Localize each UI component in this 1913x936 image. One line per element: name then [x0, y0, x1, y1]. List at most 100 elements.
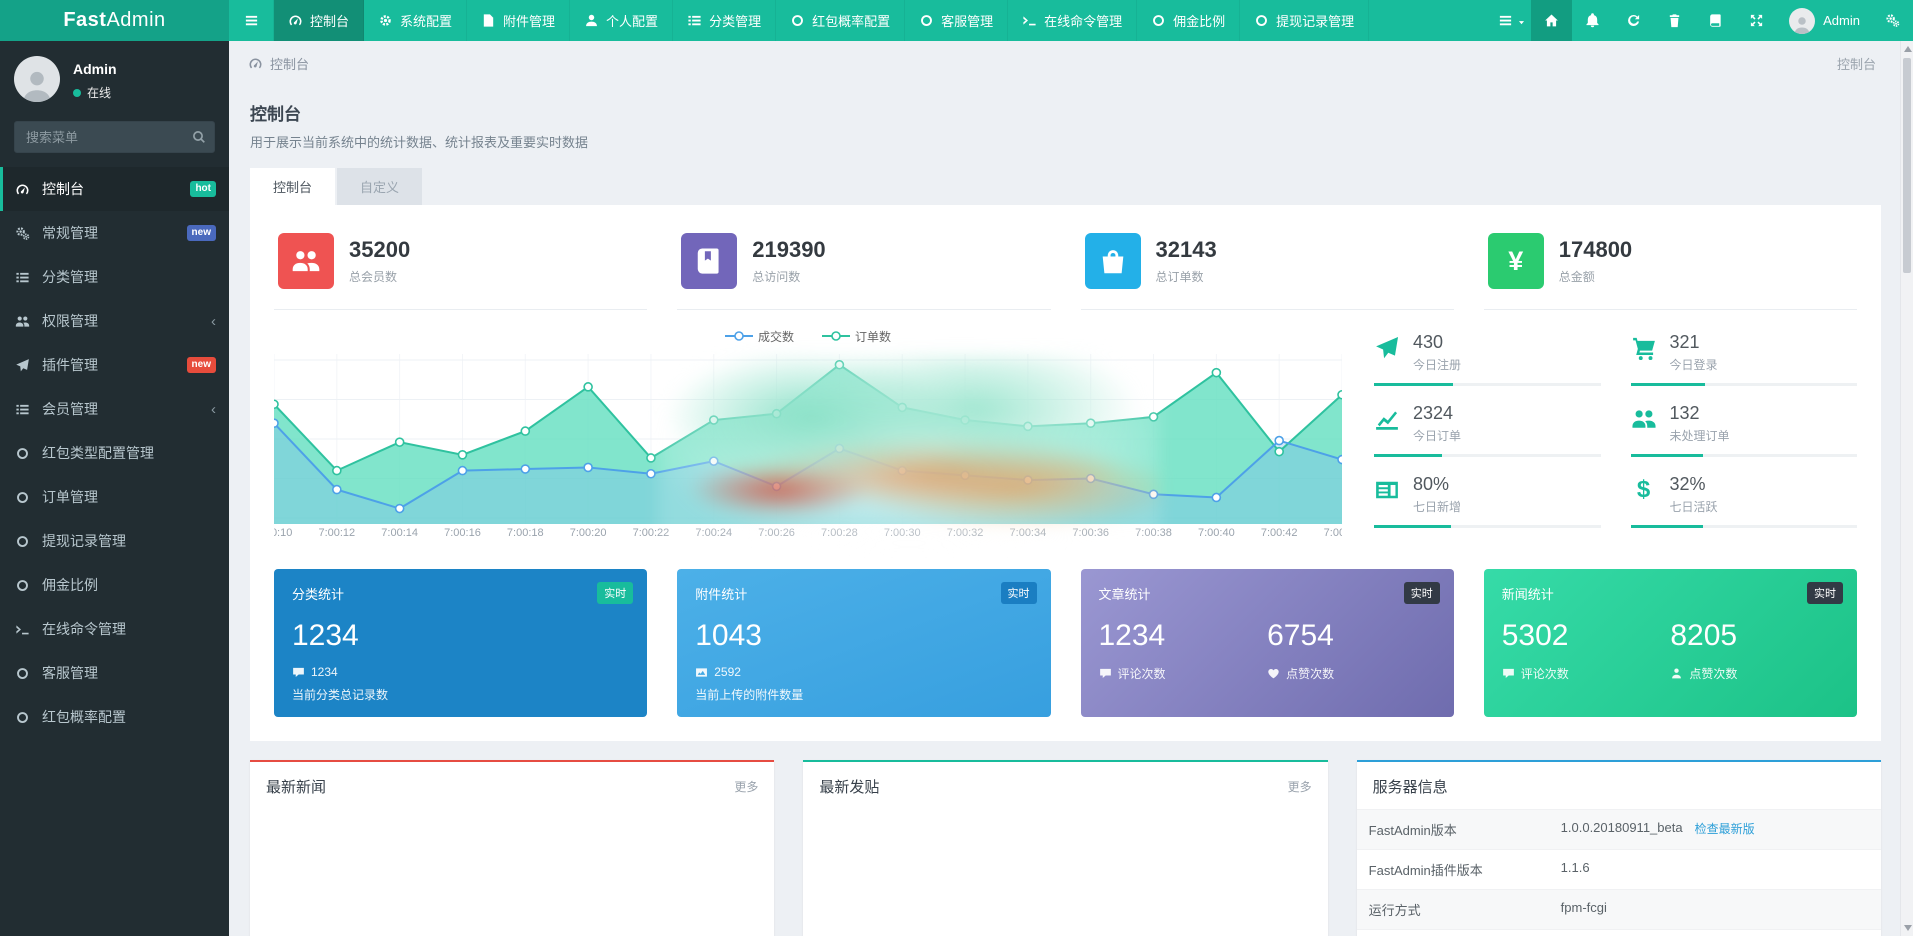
- vertical-scrollbar[interactable]: [1900, 41, 1913, 936]
- tab-custom[interactable]: 自定义: [337, 168, 423, 205]
- quick-stat-unprocessed: 132 未处理订单: [1630, 403, 1857, 457]
- nav-tab-withdrawal-records[interactable]: 提现记录管理: [1240, 0, 1370, 41]
- notifications-button[interactable]: [1572, 0, 1613, 41]
- caret-down-icon: [1517, 18, 1526, 27]
- nav-tab-attachments[interactable]: 附件管理: [467, 0, 571, 41]
- card-value: 6754: [1267, 619, 1334, 652]
- fullscreen-button[interactable]: [1736, 0, 1777, 41]
- stat-label: 总订单数: [1155, 270, 1204, 284]
- sidebar-item-redpacket-probability[interactable]: 红包概率配置: [0, 695, 229, 739]
- sidebar-item-label: 会员管理: [42, 401, 98, 417]
- heart-icon: [1267, 667, 1280, 680]
- sidebar-item-redpacket-type[interactable]: 红包类型配置管理: [0, 431, 229, 475]
- realtime-badge: 实时: [1000, 582, 1037, 604]
- quick-stats-panel: 430 今日注册 321 今日登录 2324 今日订单: [1374, 326, 1857, 543]
- scroll-down-arrow[interactable]: [1904, 925, 1912, 931]
- circle-icon: [15, 666, 42, 681]
- x-axis-label: 7:00:28: [821, 527, 858, 539]
- quick-stat-value: 132: [1669, 403, 1700, 423]
- check-latest-link[interactable]: 检查最新版: [1694, 822, 1755, 836]
- page-title: 控制台: [250, 105, 301, 124]
- card-description: 当前上传的附件数量: [695, 688, 804, 702]
- settings-button[interactable]: [1872, 0, 1913, 41]
- sidebar-item-commission[interactable]: 佣金比例: [0, 563, 229, 607]
- sidebar-item-label: 红包类型配置管理: [42, 445, 154, 461]
- breadcrumb-current[interactable]: 控制台: [270, 57, 310, 72]
- row-value: 1.0.0.20180911_beta: [1560, 820, 1683, 835]
- sidebar-item-orders[interactable]: 订单管理: [0, 475, 229, 519]
- legend-item-deals[interactable]: 成交数: [724, 328, 794, 345]
- sidebar-item-members[interactable]: 会员管理 ‹: [0, 387, 229, 431]
- online-status-dot: [73, 88, 81, 97]
- search-input[interactable]: [14, 121, 215, 153]
- navbar-utilities: Admin: [1479, 0, 1913, 41]
- main-area: 控制台 控制台 控制台 用于展示当前系统中的统计数据、统计报表及重要实时数据 控…: [229, 0, 1913, 936]
- search-icon[interactable]: [191, 129, 207, 145]
- sidebar-item-plugins[interactable]: 插件管理 new: [0, 343, 229, 387]
- news-icon: [1374, 477, 1400, 503]
- dashboard-panel: 35200 总会员数 219390 总访问数 32143 总订单数 ¥ 174800 总…: [250, 205, 1881, 741]
- user-status-label: 在线: [87, 86, 112, 100]
- user-menu[interactable]: Admin: [1777, 7, 1872, 34]
- tabs-menu-button[interactable]: [1479, 0, 1531, 41]
- quick-stat-value: 321: [1669, 332, 1700, 352]
- nav-tab-online-commands[interactable]: 在线命令管理: [1008, 0, 1138, 41]
- sidebar-toggle-button[interactable]: [229, 0, 274, 41]
- nav-tab-redpacket-probability[interactable]: 红包概率配置: [776, 0, 906, 41]
- sidebar-item-customer-service[interactable]: 客服管理: [0, 651, 229, 695]
- card-category-stats: 分类统计 实时 1234 1234 当前分类总记录数: [274, 569, 648, 717]
- more-link[interactable]: 更多: [734, 780, 759, 794]
- nav-tab-dashboard[interactable]: 控制台: [274, 0, 365, 41]
- x-axis-labels: 7:00:10 7:00:12 7:00:14 7:00:16 7:00:18 7:00:…: [274, 527, 1342, 543]
- new-badge: new: [186, 225, 216, 241]
- nav-tab-profile[interactable]: 个人配置: [570, 0, 674, 41]
- home-button[interactable]: [1531, 0, 1573, 41]
- nav-tab-label: 提现记录管理: [1276, 14, 1355, 29]
- dashboard-icon: [288, 13, 303, 28]
- sidebar-item-categories[interactable]: 分类管理: [0, 255, 229, 299]
- refresh-icon: [1626, 13, 1641, 28]
- circle-icon: [15, 534, 42, 549]
- card-sub-value: 2592: [714, 665, 741, 679]
- tab-dashboard[interactable]: 控制台: [250, 168, 336, 205]
- user-name: Admin: [1823, 13, 1860, 28]
- sidebar-item-withdrawals[interactable]: 提现记录管理: [0, 519, 229, 563]
- sidebar-item-permissions[interactable]: 权限管理 ‹: [0, 299, 229, 343]
- rocket-icon: [1374, 335, 1400, 361]
- progress-bar: [1630, 454, 1857, 457]
- nav-tab-label: 分类管理: [709, 14, 762, 29]
- legend-item-orders[interactable]: 订单数: [822, 328, 891, 345]
- quick-stat-7day-growth: 80% 七日新增: [1374, 474, 1601, 528]
- sidebar-item-dashboard[interactable]: 控制台 hot: [0, 167, 229, 211]
- app-logo[interactable]: FastAdmin: [0, 0, 229, 41]
- sidebar-item-general[interactable]: 常规管理 new: [0, 211, 229, 255]
- chevron-left-icon: ‹: [211, 400, 216, 418]
- scrollbar-thumb[interactable]: [1903, 58, 1911, 273]
- refresh-button[interactable]: [1613, 0, 1654, 41]
- chart-legend: 成交数 订单数: [274, 326, 1342, 346]
- nav-tab-system-config[interactable]: 系统配置: [364, 0, 468, 41]
- avatar-icon: [19, 66, 55, 102]
- scroll-up-arrow[interactable]: [1904, 46, 1912, 52]
- latest-posts-panel: 最新发贴 更多: [803, 760, 1328, 936]
- nav-tab-customer-service[interactable]: 客服管理: [905, 0, 1009, 41]
- circle-icon: [1254, 13, 1269, 28]
- dollar-icon: $: [1636, 476, 1651, 503]
- log-button[interactable]: [1695, 0, 1736, 41]
- nav-tab-categories[interactable]: 分类管理: [673, 0, 777, 41]
- sidebar-item-online-commands[interactable]: 在线命令管理: [0, 607, 229, 651]
- clear-cache-button[interactable]: [1654, 0, 1695, 41]
- stat-value: 174800: [1558, 237, 1633, 262]
- list-icon: [687, 13, 702, 28]
- realtime-badge: 实时: [1403, 582, 1440, 604]
- nav-tab-commission-rate[interactable]: 佣金比例: [1137, 0, 1241, 41]
- chevron-left-icon: ‹: [211, 312, 216, 330]
- more-link[interactable]: 更多: [1287, 780, 1312, 794]
- breadcrumb: 控制台 控制台: [229, 41, 1913, 86]
- card-value: 1234: [292, 619, 359, 652]
- avatar[interactable]: [14, 56, 60, 102]
- quick-stat-label: 未处理订单: [1669, 429, 1730, 443]
- card-title: 新闻统计: [1501, 587, 1554, 602]
- progress-bar: [1374, 383, 1601, 386]
- legend-label: 订单数: [855, 329, 892, 344]
